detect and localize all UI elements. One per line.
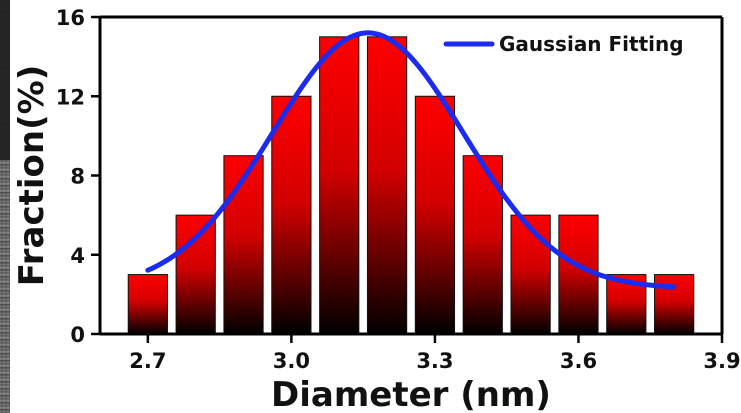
x-tick-label-3: 3.6 [560,349,597,373]
y-tick-label-1: 4 [70,244,85,268]
y-axis-title: Fraction(%) [12,65,52,287]
legend-label: Gaussian Fitting [499,32,684,56]
bar-11 [654,274,695,335]
y-tick-label-3: 12 [56,85,85,109]
legend: Gaussian Fitting [443,32,684,56]
x-tick-label-1: 3.0 [273,349,310,373]
y-tick-label-4: 16 [56,6,85,30]
bar-0 [127,274,168,335]
bar-8 [510,214,551,335]
y-tick-label-2: 8 [70,165,85,189]
ticks-layer [91,15,724,343]
left-image-strip [0,0,10,413]
bar-4 [319,36,360,335]
x-tick-label-4: 3.9 [703,349,740,373]
y-tick-label-0: 0 [70,323,85,347]
bar-2 [223,155,264,335]
tick-labels-layer: 2.7 3.0 3.3 3.6 3.9 0 4 8 12 16 [56,6,741,373]
gaussian-fitting-line [145,30,677,290]
bar-6 [414,95,456,335]
x-tick-label-2: 3.3 [416,349,453,373]
bar-1 [175,214,216,335]
x-axis-title: Diameter (nm) [271,375,551,413]
bar-5 [366,36,408,335]
x-tick-label-0: 2.7 [129,349,166,373]
bars-layer [127,36,695,335]
bar-3 [271,95,312,335]
